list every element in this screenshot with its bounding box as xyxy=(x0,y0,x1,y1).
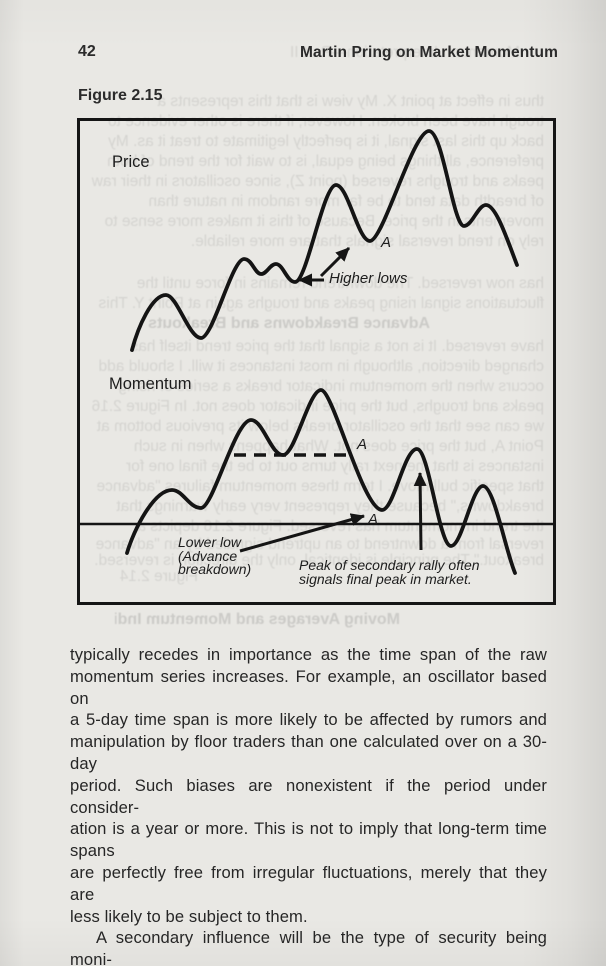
arrow-secondary-rally-peak xyxy=(413,472,427,551)
text-line: A secondary influence will be the type o… xyxy=(70,928,547,966)
text-line: period. Such biases are nonexistent if t… xyxy=(70,775,547,817)
figure-caption: Figure 2.15 xyxy=(78,87,163,104)
point-a-momentum-lower-label: A xyxy=(368,511,379,528)
secondary-rally-annotation: Peak of secondary rally often signals fi… xyxy=(299,557,480,587)
lower-low-line3: breakdown) xyxy=(178,561,252,577)
page-number: 42 xyxy=(78,43,96,60)
momentum-panel-label: Momentum xyxy=(109,375,192,393)
higher-lows-annotation: Higher lows xyxy=(329,270,408,287)
paragraph-1: typically recedes in importance as the t… xyxy=(70,644,547,927)
text-line: manipulation by floor traders than one c… xyxy=(70,732,547,773)
text-line: momentum series increases. For example, … xyxy=(70,666,547,708)
figure-2-15: Price Momentum A A A Higher lows Lower l… xyxy=(77,118,556,605)
lower-low-line2: (Advance xyxy=(178,547,238,564)
momentum-curve xyxy=(125,388,517,575)
text-line: a 5-day time span is more likely to be a… xyxy=(70,710,547,730)
figure-chart-canvas xyxy=(80,129,553,575)
text-line: less likely to be subject to them. xyxy=(70,906,308,926)
lower-low-line1: Lower low xyxy=(178,534,242,550)
paragraph-2: A secondary influence will be the type o… xyxy=(70,927,547,966)
arrow-lower-low xyxy=(239,513,365,553)
secondary-rally-line1: Peak of secondary rally often xyxy=(299,557,480,573)
point-a-price-label: A xyxy=(381,234,392,251)
secondary-rally-line2: signals final peak in market. xyxy=(299,570,472,587)
price-panel-label: Price xyxy=(112,153,150,171)
text-line: are perfectly free from irregular fluctu… xyxy=(70,862,547,904)
lower-low-annotation: Lower low (Advance breakdown) xyxy=(178,534,252,577)
text-line: ation is a year or more. This is not to … xyxy=(70,819,547,861)
text-line: typically recedes in importance as the t… xyxy=(70,645,547,664)
price-curve xyxy=(130,129,519,352)
body-text: typically recedes in importance as the t… xyxy=(70,644,547,966)
bleedthrough-heading: Moving Averages and Momentum Indicators xyxy=(115,611,400,628)
point-a-momentum-upper-label: A xyxy=(357,436,368,453)
arrow-to-price-trough-a xyxy=(319,246,351,278)
running-title: Martin Pring on Market Momentum xyxy=(299,44,558,61)
